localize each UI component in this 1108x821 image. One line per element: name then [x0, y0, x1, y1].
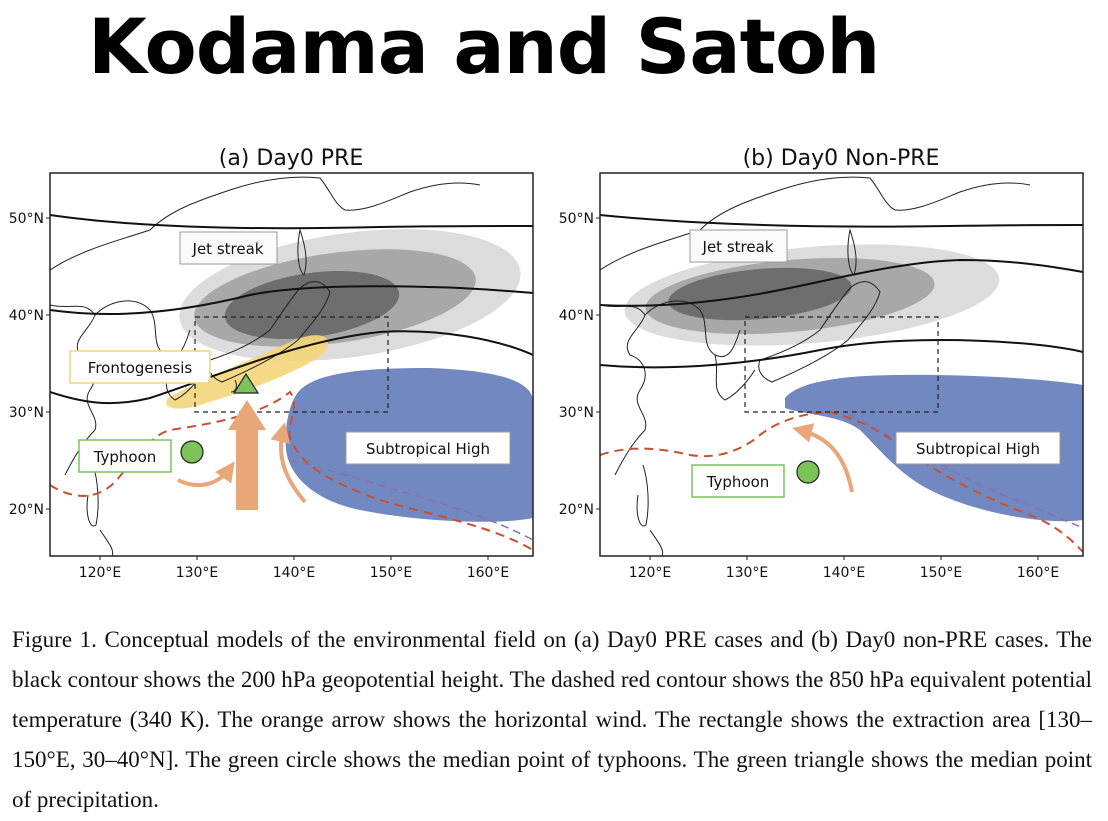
panel-a-map: Jet streak Frontogenesis Typhoon Subtrop… [50, 176, 533, 556]
lat-label: 40°N [9, 308, 44, 324]
high-edge-line [289, 459, 533, 541]
panel-a-frame [49, 172, 534, 557]
slide-title: Kodama and Satoh [88, 2, 880, 91]
panel-a-lat-labels: 50°N 40°N 30°N 20°N [9, 211, 44, 518]
panel-b: (b) Day0 Non-PRE [559, 146, 1084, 581]
jet-streak-label: Jet streak [179, 231, 278, 265]
lon-label: 130°E [176, 565, 219, 581]
panel-b-map: Jet streak Typhoon Subtropical High [600, 176, 1083, 556]
lon-label: 140°E [823, 565, 866, 581]
panel-b-ticks [596, 217, 1039, 560]
geopotential-contours [50, 214, 533, 405]
frontogenesis-label: Frontogenesis [69, 350, 211, 384]
lat-label: 50°N [9, 211, 44, 227]
figure: (a) Day0 PRE [9, 146, 1084, 581]
lon-label: 130°E [726, 565, 769, 581]
jet-streak-label: Jet streak [689, 229, 788, 263]
typhoon-median-circle [796, 460, 820, 484]
subtropical-high-label: Subtropical High [895, 431, 1061, 465]
panel-b-lon-labels: 120°E 130°E 140°E 150°E 160°E [629, 565, 1060, 581]
lon-label: 120°E [629, 565, 672, 581]
subtropical-high-label-text: Subtropical High [916, 440, 1040, 458]
lon-label: 120°E [79, 565, 122, 581]
typhoon-label: Typhoon [691, 464, 785, 498]
subtropical-high-label: Subtropical High [345, 431, 511, 465]
wind-arrow-right [270, 422, 307, 504]
lon-label: 160°E [467, 565, 510, 581]
lat-label: 50°N [559, 211, 594, 227]
theta-e-contour [600, 410, 1083, 553]
lat-label: 30°N [9, 405, 44, 421]
lat-label: 40°N [559, 308, 594, 324]
panel-a: (a) Day0 PRE [9, 146, 534, 581]
jet-streak-label-text: Jet streak [192, 240, 264, 258]
geopotential-contours [600, 214, 1083, 369]
frontogenesis-band [166, 335, 329, 409]
panel-a-ticks [46, 217, 489, 560]
theta-e-contour [50, 390, 533, 551]
wind-arrow [792, 423, 854, 493]
panel-a-lon-labels: 120°E 130°E 140°E 150°E 160°E [79, 565, 510, 581]
lon-label: 150°E [920, 565, 963, 581]
lon-label: 150°E [370, 565, 413, 581]
typhoon-label: Typhoon [78, 439, 172, 473]
panel-a-title: (a) Day0 PRE [219, 146, 364, 171]
panel-b-lat-labels: 50°N 40°N 30°N 20°N [559, 211, 594, 518]
lon-label: 140°E [273, 565, 316, 581]
figure-caption: Figure 1. Conceptual models of the envir… [12, 627, 1092, 812]
typhoon-label-text: Typhoon [706, 473, 770, 491]
high-edge-line [849, 414, 1083, 529]
typhoon-label-text: Typhoon [93, 448, 157, 466]
precipitation-median-triangle [232, 372, 260, 394]
jet-streak-label-text: Jet streak [702, 238, 774, 256]
lon-label: 160°E [1017, 565, 1060, 581]
wind-arrow-large [228, 400, 266, 510]
panel-b-frame [599, 172, 1084, 557]
frontogenesis-label-text: Frontogenesis [88, 359, 193, 377]
lat-label: 20°N [559, 502, 594, 518]
typhoon-median-circle [180, 440, 204, 464]
lat-label: 30°N [559, 405, 594, 421]
coastlines [50, 176, 481, 556]
lat-label: 20°N [9, 502, 44, 518]
subtropical-high-label-text: Subtropical High [366, 440, 490, 458]
wind-arrow-left [177, 461, 235, 488]
panel-b-title: (b) Day0 Non-PRE [743, 146, 940, 171]
